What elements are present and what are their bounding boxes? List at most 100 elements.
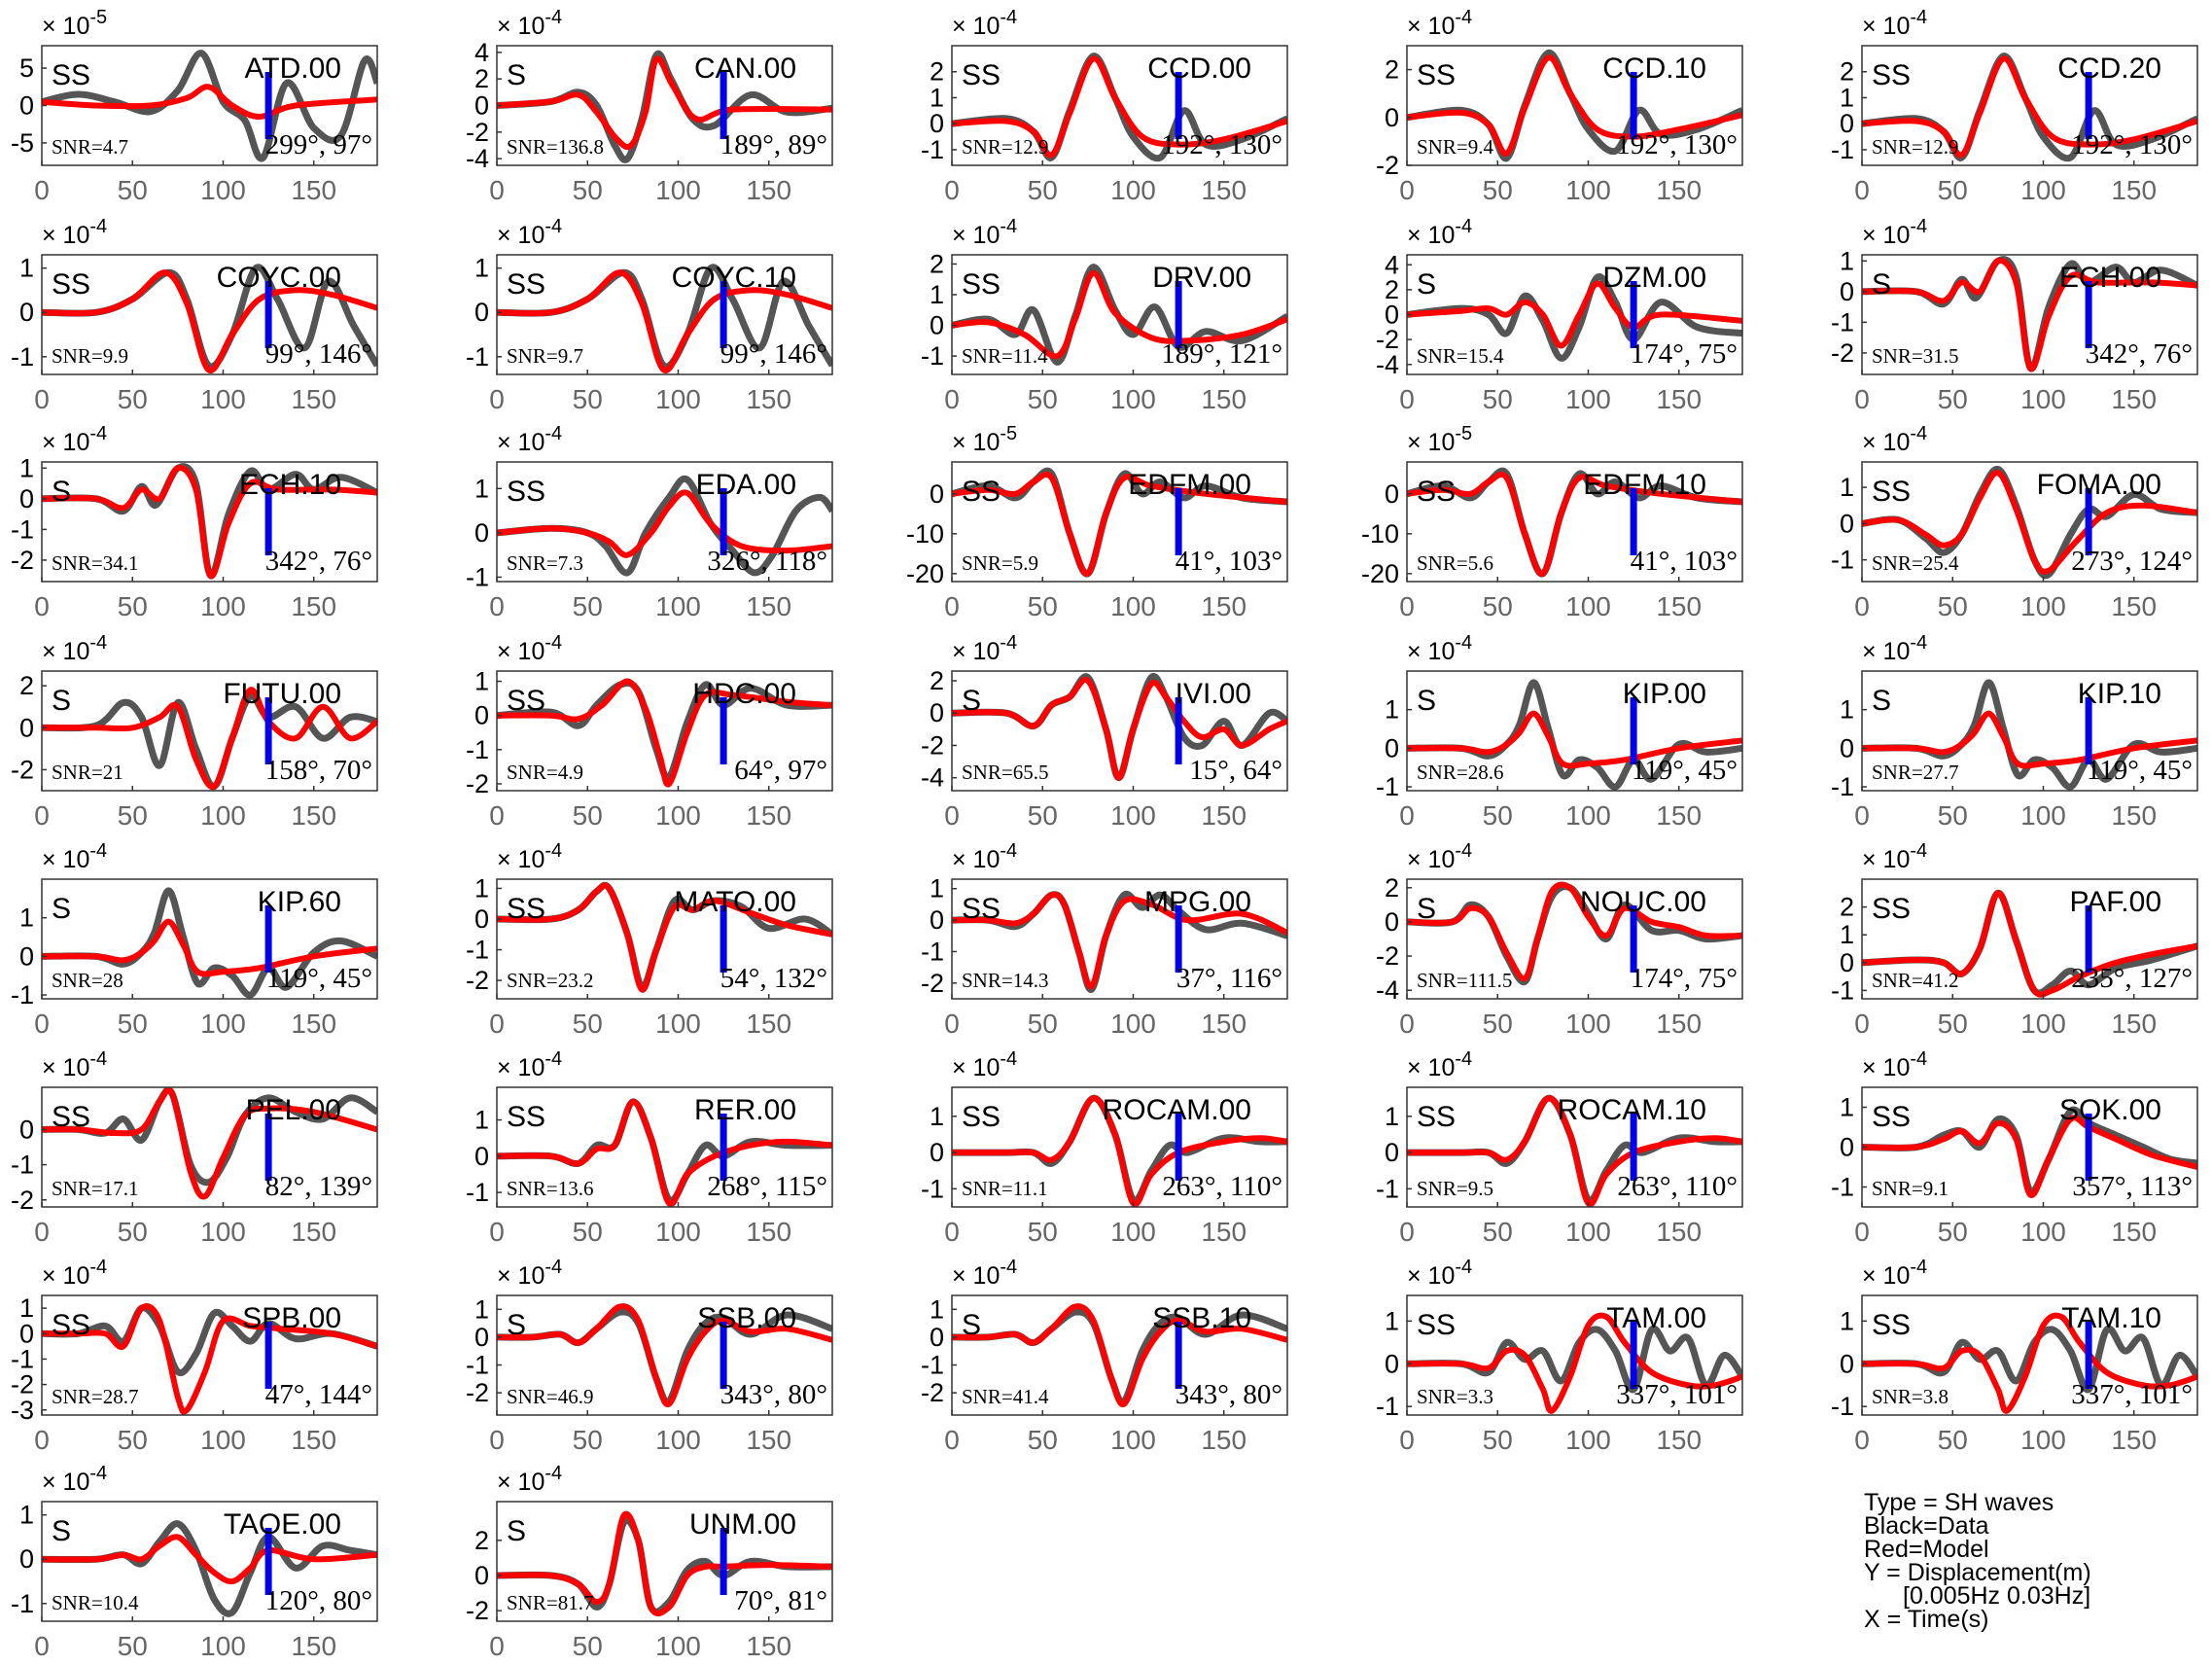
x-tick-label: 50: [1938, 800, 1968, 831]
y-tick-label: -1: [11, 342, 34, 372]
angles-label: 189°, 121°: [1161, 338, 1282, 370]
legend-band: [0.005Hz 0.03Hz]: [1903, 1582, 2091, 1610]
snr-label: SNR=9.5: [1417, 1177, 1493, 1200]
phase-label: SS: [1417, 1101, 1456, 1133]
phase-label: SS: [507, 1101, 545, 1133]
model-trace: [1862, 1312, 2197, 1414]
y-tick-label: 1: [1840, 695, 1854, 725]
x-tick-label: 150: [746, 1631, 791, 1661]
x-tick-label: 0: [1854, 1425, 1870, 1455]
x-tick-label: 100: [1110, 800, 1156, 831]
y-tick-label: -1: [921, 135, 944, 164]
y-tick-label: -1: [1376, 1174, 1399, 1203]
station-label: TAOE.00: [224, 1508, 341, 1541]
y-tick-label: 0: [1840, 277, 1854, 306]
axes-box: [41, 1086, 378, 1208]
model-trace: [497, 1098, 832, 1207]
x-tick-label: 100: [655, 1631, 701, 1661]
snr-label: SNR=81.7: [507, 1591, 593, 1614]
x-tick-label: 100: [200, 1425, 246, 1455]
y-tick-label: -1: [466, 936, 489, 965]
x-tick-label: 50: [118, 591, 148, 621]
station-label: ROCAM.10: [1558, 1094, 1706, 1126]
x-tick-label: 50: [118, 800, 148, 831]
angles-label: 41°, 103°: [1631, 546, 1738, 577]
y-tick-label: 0: [474, 518, 489, 548]
x-tick-label: 50: [573, 384, 603, 414]
x-tick-label: 150: [1201, 1217, 1246, 1247]
x-tick-label: 150: [1656, 1009, 1702, 1039]
x-tick-label: 50: [1028, 1009, 1058, 1039]
angles-label: 192°, 130°: [1161, 129, 1282, 160]
data-trace: [42, 1087, 377, 1187]
y-exponent-power: -4: [89, 632, 107, 654]
phase-label: SS: [507, 476, 545, 508]
legend-black: Black=Data: [1864, 1512, 1989, 1540]
x-tick-label: 150: [2111, 384, 2157, 414]
x-tick-label: 150: [2111, 1217, 2157, 1247]
axes-box: [496, 670, 833, 792]
axes-box: [41, 878, 378, 1000]
angles-label: 158°, 70°: [265, 755, 372, 786]
y-exponent-power: -4: [544, 1048, 562, 1070]
y-tick-label: -5: [11, 128, 34, 158]
snr-label: SNR=9.9: [52, 344, 128, 368]
snr-label: SNR=3.3: [1417, 1385, 1493, 1408]
phase-label: S: [52, 476, 71, 508]
angles-label: 120°, 80°: [265, 1585, 372, 1616]
x-tick-label: 0: [34, 1425, 50, 1455]
x-tick-label: 100: [655, 175, 701, 205]
panel-HDC.00: 0 50 100 150 1 0 -1 -2 × 10-4 HDC.00 SS SNR=4.9 64°,…: [466, 632, 833, 831]
y-tick-label: 1: [1840, 1093, 1854, 1122]
angles-label: 343°, 80°: [1176, 1379, 1282, 1410]
y-tick-label: -1: [1831, 1173, 1854, 1202]
x-tick-label: 150: [746, 175, 791, 205]
y-exponent-power: -4: [1000, 7, 1017, 28]
x-tick-label: 150: [1201, 1009, 1246, 1039]
y-tick-label: -2: [11, 1186, 34, 1215]
y-tick-label: 1: [1840, 920, 1854, 949]
x-tick-label: 150: [1201, 1425, 1246, 1455]
station-label: DRV.00: [1152, 262, 1251, 294]
axes-box: [1406, 670, 1743, 792]
y-exponent-power: -4: [89, 1257, 107, 1278]
snr-label: SNR=27.7: [1872, 761, 1958, 784]
y-tick-label: 2: [1385, 55, 1399, 85]
x-tick-label: 50: [573, 1631, 603, 1661]
station-label: COYC.00: [217, 262, 341, 294]
phase-label: SS: [52, 1101, 90, 1133]
axes-box: [496, 878, 833, 1000]
y-tick-label: -2: [466, 118, 489, 147]
x-tick-label: 150: [2111, 175, 2157, 205]
x-tick-label: 50: [1483, 175, 1513, 205]
y-exponent-power: -4: [1910, 632, 1927, 654]
phase-label: S: [1417, 268, 1436, 301]
y-exponent-label: × 10-4: [42, 1048, 107, 1081]
x-tick-label: 50: [1483, 1217, 1513, 1247]
y-exponent-label: × 10-4: [952, 1048, 1017, 1081]
y-exponent-label: × 10-4: [42, 632, 107, 665]
y-exponent-power: -4: [1455, 216, 1472, 237]
x-tick-label: 50: [1028, 591, 1058, 621]
y-tick-label: 2: [930, 57, 944, 87]
axes-box: [951, 670, 1288, 792]
y-tick-label: 0: [474, 904, 489, 934]
x-tick-label: 100: [1565, 1425, 1611, 1455]
x-tick-label: 100: [1565, 1217, 1611, 1247]
x-tick-label: 50: [118, 384, 148, 414]
y-exponent-label: × 10-4: [497, 1463, 562, 1496]
y-exponent-label: × 10-4: [42, 840, 107, 873]
x-tick-label: 0: [34, 591, 50, 621]
y-tick-label: -2: [466, 769, 489, 798]
